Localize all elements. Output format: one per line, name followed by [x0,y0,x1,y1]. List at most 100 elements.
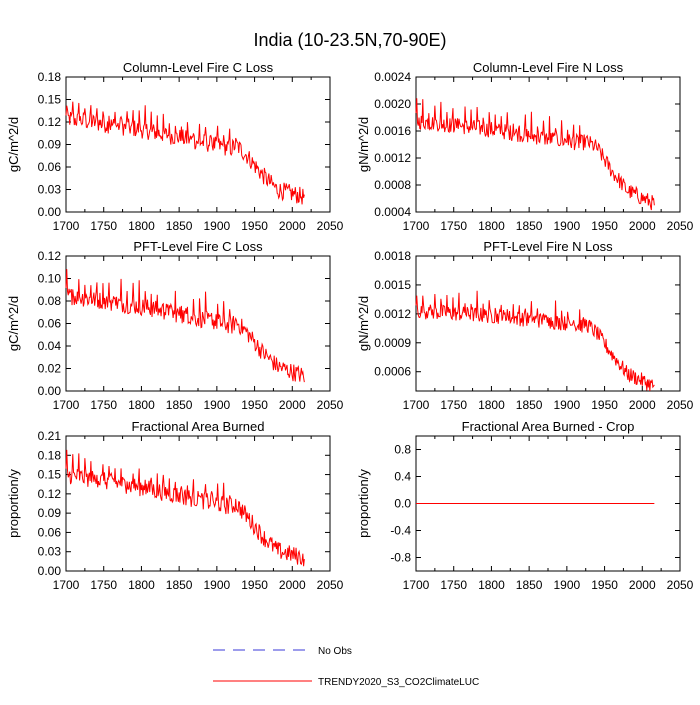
x-tick-label: 1700 [53,398,80,412]
x-tick-label: 2000 [279,219,306,233]
panel-1: Column-Level Fire C Loss 1700 1750 1800 1850… [6,60,344,233]
x-tick-label: 1800 [128,578,155,592]
y-tick-label: 0.09 [38,506,62,520]
y-tick-label: -0.4 [390,524,411,538]
x-tick-label: 1750 [90,398,117,412]
x-tick-label: 1700 [53,219,80,233]
x-tick-label: 1850 [516,219,543,233]
series-line [415,98,655,211]
series-line [65,269,305,383]
x-tick-label: 2000 [279,578,306,592]
y-tick-label: 0.18 [38,448,62,462]
x-tick-label: 1850 [166,578,193,592]
y-tick-label: 0.02 [38,362,62,376]
y-tick-label: 0.0016 [374,124,411,138]
y-tick-label: 0.12 [38,115,62,129]
series-line [65,101,305,205]
y-axis-label: gC/m^2/d [6,117,21,172]
x-tick-label: 1750 [90,578,117,592]
y-tick-label: 0.00 [38,384,62,398]
figure-title: India (10-23.5N,70-90E) [253,30,446,50]
plot-frame [65,435,331,572]
panel-2: Column-Level Fire N Loss 1700 1750 1800 1850… [356,60,694,233]
x-tick-label: 1750 [440,578,467,592]
y-tick-label: 0.0012 [374,151,411,165]
series-line [65,449,305,567]
y-tick-label: 0.00 [38,564,62,578]
x-tick-label: 2000 [629,398,656,412]
x-tick-label: 1900 [554,578,581,592]
panel-title: PFT-Level Fire N Loss [483,239,613,254]
x-tick-label: 2000 [629,219,656,233]
y-tick-label: 0.18 [38,70,62,84]
y-tick-label: 0.03 [38,545,62,559]
x-tick-label: 2050 [317,398,344,412]
y-tick-label: 0.12 [38,487,62,501]
x-tick-label: 1800 [128,219,155,233]
legend: No Obs TRENDY2020_S3_CO2ClimateLUC [213,646,479,688]
y-tick-label: 0.09 [38,138,62,152]
x-tick-label: 1950 [591,219,618,233]
x-tick-label: 1700 [403,219,430,233]
y-tick-label: 0.0004 [374,205,411,219]
y-tick-label: 0.4 [394,470,411,484]
plot-frame [415,76,681,213]
panels: Column-Level Fire C Loss 1700 1750 1800 1850… [6,60,694,592]
y-tick-label: 0.10 [38,272,62,286]
x-tick-label: 1800 [128,398,155,412]
y-tick-label: 0.06 [38,525,62,539]
x-tick-label: 2000 [279,398,306,412]
x-tick-label: 1850 [166,398,193,412]
panel-title: Column-Level Fire C Loss [123,60,274,75]
y-tick-label: 0.15 [38,93,62,107]
y-axis-label: gC/m^2/d [6,296,21,351]
legend-model-label: TRENDY2020_S3_CO2ClimateLUC [318,677,479,688]
x-tick-label: 1800 [478,398,505,412]
y-axis-label: gN/m^2/d [356,117,371,172]
x-tick-label: 2050 [667,578,694,592]
y-tick-label: 0.0009 [374,336,411,350]
x-tick-label: 1950 [241,219,268,233]
x-tick-label: 1900 [554,219,581,233]
x-tick-label: 2000 [629,578,656,592]
x-tick-label: 1750 [90,219,117,233]
x-tick-label: 1700 [403,398,430,412]
y-tick-label: 0.0018 [374,249,411,263]
y-tick-label: 0.06 [38,160,62,174]
y-axis-label: proportion/y [6,469,21,538]
x-tick-label: 1750 [440,219,467,233]
x-tick-label: 1800 [478,219,505,233]
x-tick-label: 1850 [516,398,543,412]
y-axis-label: proportion/y [356,469,371,538]
y-tick-label: 0.08 [38,294,62,308]
y-tick-label: 0.21 [38,429,62,443]
legend-obs-label: No Obs [318,646,352,657]
y-tick-label: 0.06 [38,317,62,331]
y-tick-label: 0.0015 [374,278,411,292]
y-tick-label: 0.15 [38,468,62,482]
x-tick-label: 1850 [166,219,193,233]
y-tick-label: 0.0020 [374,97,411,111]
x-tick-label: 1950 [241,398,268,412]
panel-6: Fractional Area Burned - Crop 1700 1750 180… [356,419,694,592]
y-tick-label: 0.8 [394,443,411,457]
x-tick-label: 1850 [516,578,543,592]
y-tick-label: 0.0012 [374,307,411,321]
y-tick-label: -0.8 [390,551,411,565]
y-tick-label: 0.12 [38,249,62,263]
x-tick-label: 2050 [317,578,344,592]
y-tick-label: 0.0 [394,497,411,511]
panel-5: Fractional Area Burned 1700 1750 1800 1850 19… [6,419,344,592]
x-tick-label: 1750 [440,398,467,412]
y-tick-label: 0.03 [38,183,62,197]
panel-title: Fractional Area Burned - Crop [462,419,635,434]
x-tick-label: 1950 [591,578,618,592]
panel-4: PFT-Level Fire N Loss 1700 1750 1800 1850 190… [356,239,694,412]
x-tick-label: 1950 [591,398,618,412]
x-tick-label: 1950 [241,578,268,592]
x-tick-label: 1700 [53,578,80,592]
x-tick-label: 1900 [554,398,581,412]
y-tick-label: 0.04 [38,339,62,353]
